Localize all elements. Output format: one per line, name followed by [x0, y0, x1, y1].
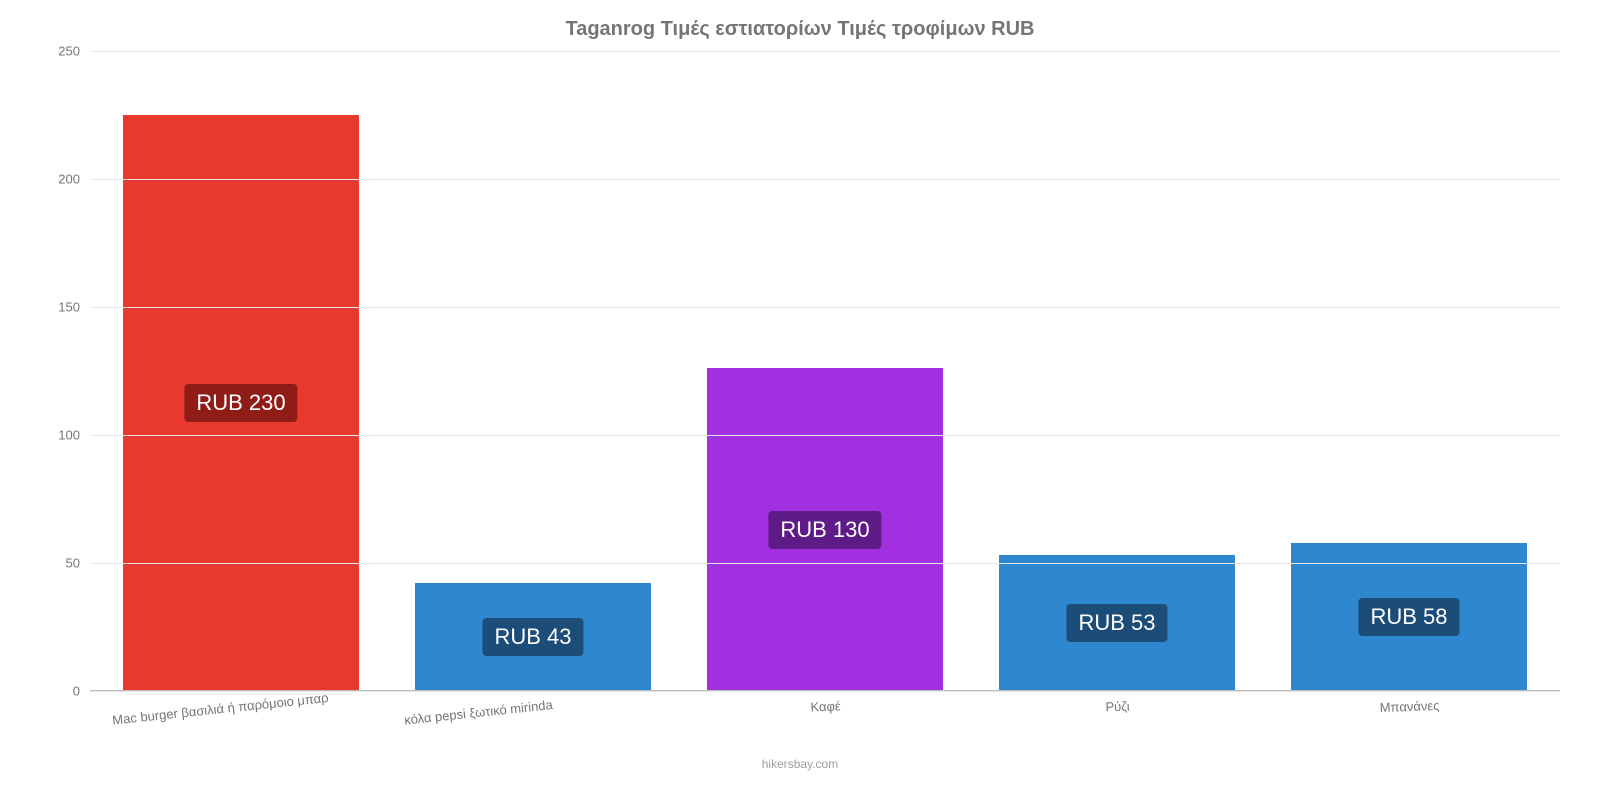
chart-title: Taganrog Τιμές εστιατορίων Τιμές τροφίμω… — [20, 18, 1580, 41]
bar-value-label: RUB 43 — [482, 618, 583, 656]
bar-slot: RUB 53 — [986, 51, 1248, 691]
y-tick-label: 0 — [73, 684, 90, 699]
bar-slot: RUB 130 — [694, 51, 956, 691]
gridline — [90, 179, 1560, 180]
gridline — [90, 435, 1560, 436]
y-tick-label: 150 — [58, 300, 90, 315]
bar-value-label: RUB 53 — [1066, 604, 1167, 642]
y-tick-label: 50 — [66, 556, 90, 571]
bar-slot: RUB 58 — [1278, 51, 1540, 691]
bar: RUB 58 — [1291, 543, 1527, 691]
gridline — [90, 563, 1560, 564]
bar-value-label: RUB 58 — [1358, 598, 1459, 636]
chart-container: Taganrog Τιμές εστιατορίων Τιμές τροφίμω… — [0, 0, 1600, 800]
bar: RUB 53 — [999, 555, 1235, 691]
gridline — [90, 51, 1560, 52]
y-tick-label: 100 — [58, 428, 90, 443]
gridline — [90, 307, 1560, 308]
bars-group: RUB 230 RUB 43 RUB 130 RUB 53 RUB 58 — [90, 51, 1560, 691]
attribution-text: hikersbay.com — [20, 757, 1580, 771]
bar-value-label: RUB 130 — [768, 511, 881, 549]
bar: RUB 230 — [123, 115, 359, 691]
x-tick-label: Ρύζι — [986, 686, 1249, 718]
x-tick-label: Μπανάνες — [1278, 686, 1541, 718]
bar: RUB 43 — [415, 583, 651, 691]
bar-slot: RUB 230 — [110, 51, 372, 691]
bar-value-label: RUB 230 — [184, 384, 297, 422]
y-tick-label: 200 — [58, 172, 90, 187]
x-tick-label: Καφέ — [694, 686, 957, 718]
bar-slot: RUB 43 — [402, 51, 664, 691]
y-tick-label: 250 — [58, 44, 90, 59]
bar: RUB 130 — [707, 368, 943, 691]
x-labels-row: Mac burger βασιλιά ή παρόμοιο μπαρκόλα p… — [90, 691, 1560, 714]
x-axis: Mac burger βασιλιά ή παρόμοιο μπαρκόλα p… — [90, 691, 1560, 751]
plot-area: RUB 230RUB 43RUB 130RUB 53RUB 58 0501001… — [90, 51, 1560, 691]
